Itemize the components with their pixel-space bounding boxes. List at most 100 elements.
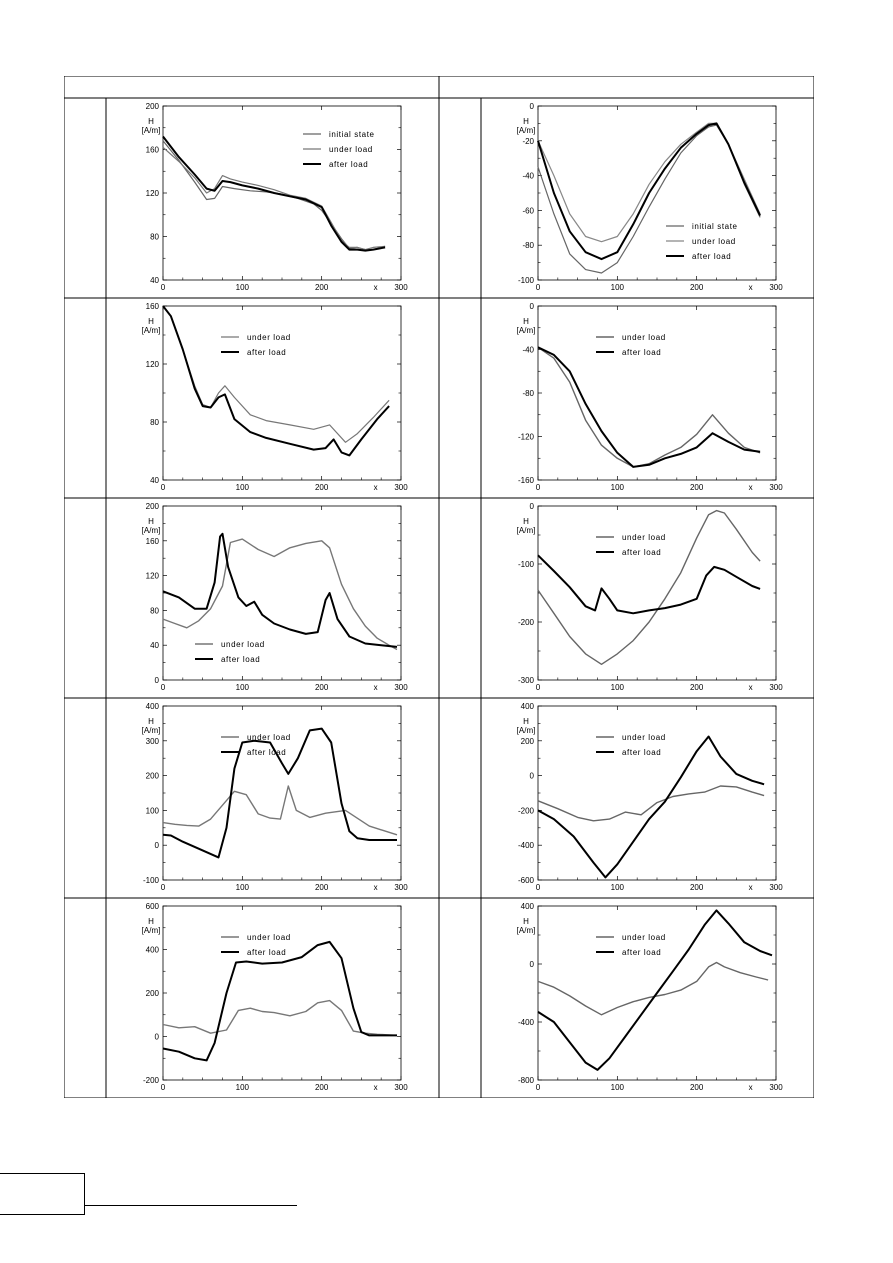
legend-label: under load: [622, 333, 666, 342]
page-number-box: [0, 1173, 85, 1215]
x-tick-label: 200: [315, 883, 329, 892]
x-axis-label: x: [374, 883, 378, 892]
series-line: [537, 346, 761, 468]
y-tick-label: -100: [518, 560, 535, 569]
legend-label: under load: [622, 733, 666, 742]
x-tick-label: 0: [161, 1083, 166, 1092]
x-tick-label: 0: [536, 1083, 541, 1092]
series-line: [162, 785, 398, 836]
series-line: [537, 346, 761, 468]
x-tick-label: 300: [769, 883, 783, 892]
y-tick-label: -60: [522, 206, 534, 215]
y-tick-label: 40: [150, 641, 159, 650]
x-axis-label: x: [749, 283, 753, 292]
y-tick-label: 400: [146, 946, 160, 955]
y-tick-label: -400: [518, 1018, 535, 1027]
series-line: [537, 124, 761, 274]
series-line: [162, 999, 398, 1037]
series-line: [162, 940, 397, 1062]
series-line: [162, 727, 397, 859]
y-axis-label: H: [148, 517, 154, 526]
series-line: [162, 538, 398, 651]
x-axis-label: x: [749, 883, 753, 892]
y-tick-label: 0: [530, 502, 535, 511]
y-tick-label: 0: [155, 676, 160, 685]
y-tick-label: 120: [146, 189, 160, 198]
y-tick-label: 160: [146, 146, 160, 155]
series-line: [162, 135, 386, 252]
legend-label: under load: [247, 933, 291, 942]
y-axis-label: H: [148, 317, 154, 326]
y-tick-label: -600: [518, 876, 535, 885]
y-tick-label: -200: [143, 1076, 160, 1085]
plot-10: -800 -400 0 400 0 100 200 300 x H[A/m] under load a…: [517, 902, 784, 1092]
x-tick-label: 100: [236, 1083, 250, 1092]
series-line: [537, 735, 765, 879]
plot-2: -100 -80 -60 -40 -20 0 0 100 200 300 x H[A/m] initia…: [517, 102, 784, 292]
legend-label: after load: [622, 348, 661, 357]
x-tick-label: 200: [690, 283, 704, 292]
x-tick-label: 0: [536, 883, 541, 892]
y-tick-label: -200: [518, 806, 535, 815]
y-tick-label: -400: [518, 841, 535, 850]
y-tick-label: -160: [518, 476, 535, 485]
y-tick-label: -40: [522, 172, 534, 181]
y-axis-label: H: [523, 717, 529, 726]
legend-label: under load: [692, 237, 736, 246]
x-axis-label: x: [374, 283, 378, 292]
legend-label: initial state: [329, 130, 375, 139]
y-tick-label: 160: [146, 537, 160, 546]
x-tick-label: 0: [536, 483, 541, 492]
series-line: [162, 305, 390, 443]
legend-label: under load: [622, 933, 666, 942]
plot-1: 40 80 120 160 200 0 100 200 300 x H[A/m] initial st…: [142, 102, 409, 292]
legend-label: after load: [221, 655, 260, 664]
x-tick-label: 100: [611, 283, 625, 292]
y-axis-unit: [A/m]: [517, 326, 536, 335]
legend-label: after load: [247, 348, 286, 357]
x-tick-label: 300: [394, 683, 408, 692]
y-axis-unit: [A/m]: [142, 526, 161, 535]
y-tick-label: 400: [521, 902, 535, 911]
y-axis-unit: [A/m]: [142, 726, 161, 735]
y-tick-label: 0: [530, 772, 535, 781]
x-tick-label: 0: [536, 283, 541, 292]
x-tick-label: 300: [769, 483, 783, 492]
legend-label: under load: [329, 145, 373, 154]
y-axis-label: H: [523, 317, 529, 326]
x-tick-label: 0: [161, 283, 166, 292]
y-axis-unit: [A/m]: [142, 126, 161, 135]
x-tick-label: 300: [394, 883, 408, 892]
y-tick-label: 200: [521, 737, 535, 746]
y-tick-label: -800: [518, 1076, 535, 1085]
y-axis-label: H: [148, 717, 154, 726]
x-tick-label: 100: [611, 1083, 625, 1092]
x-tick-label: 100: [611, 683, 625, 692]
x-tick-label: 100: [236, 683, 250, 692]
y-axis-label: H: [148, 917, 154, 926]
legend-label: under load: [247, 333, 291, 342]
x-tick-label: 200: [315, 283, 329, 292]
x-tick-label: 0: [161, 483, 166, 492]
x-axis-label: x: [374, 683, 378, 692]
series-line: [537, 509, 761, 665]
x-tick-label: 300: [394, 1083, 408, 1092]
x-axis-label: x: [749, 683, 753, 692]
y-axis-unit: [A/m]: [517, 726, 536, 735]
y-tick-label: 0: [155, 841, 160, 850]
x-tick-label: 300: [769, 283, 783, 292]
y-tick-label: -200: [518, 618, 535, 627]
plot-4: -160 -120 -80 -40 0 0 100 200 300 x H[A/m] under lo…: [517, 302, 784, 492]
x-tick-label: 200: [690, 1083, 704, 1092]
x-tick-label: 300: [769, 1083, 783, 1092]
plot-3: 40 80 120 160 0 100 200 300 x H[A/m] under load aft…: [142, 302, 409, 492]
y-tick-label: 0: [530, 960, 535, 969]
y-axis-unit: [A/m]: [142, 326, 161, 335]
y-tick-label: -40: [522, 346, 534, 355]
y-tick-label: 200: [146, 772, 160, 781]
x-axis-label: x: [374, 483, 378, 492]
y-tick-label: 600: [146, 902, 160, 911]
x-tick-label: 200: [315, 1083, 329, 1092]
